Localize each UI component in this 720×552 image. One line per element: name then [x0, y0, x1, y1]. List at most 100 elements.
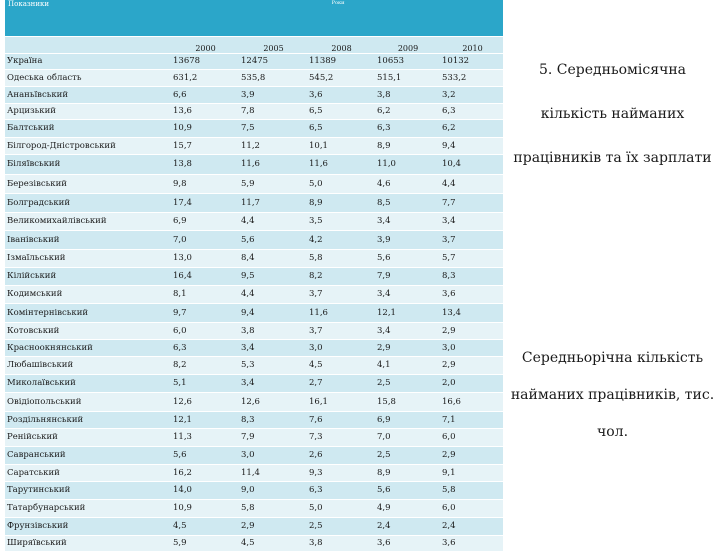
region-name: Комінтернівський — [5, 303, 170, 323]
year-header: 2009 — [374, 36, 439, 54]
statistics-table: Показники Роки 2000 2005 2008 2009 2010 Україна… — [5, 0, 504, 552]
year-value: 2,6 — [306, 446, 374, 465]
year-value: 12475 — [238, 53, 306, 70]
year-value: 11,3 — [170, 428, 238, 447]
table-header-row: Показники Роки — [5, 0, 504, 37]
header-indicator: Показники — [5, 0, 170, 37]
year-value: 6,2 — [374, 103, 439, 120]
year-value: 12,1 — [170, 411, 238, 429]
region-name: Миколаївський — [5, 374, 170, 393]
year-header: 2000 — [170, 36, 238, 54]
table-row: Савранський 5,6 3,0 2,6 2,5 2,9 — [5, 446, 504, 465]
year-value: 13678 — [170, 53, 238, 70]
year-value: 15,7 — [170, 137, 238, 155]
region-name: Арцизький — [5, 103, 170, 120]
year-value: 6,3 — [439, 103, 504, 120]
year-value: 6,3 — [306, 481, 374, 500]
year-value: 8,3 — [439, 267, 504, 286]
year-value: 9,4 — [238, 303, 306, 323]
year-value: 10653 — [374, 53, 439, 70]
year-value: 8,9 — [306, 193, 374, 213]
region-name: Котовський — [5, 322, 170, 340]
year-value: 8,5 — [374, 193, 439, 213]
region-name: Кілійський — [5, 267, 170, 286]
table-row: Фрунзівський 4,5 2,9 2,5 2,4 2,4 — [5, 517, 504, 536]
year-value: 9,8 — [170, 174, 238, 194]
year-value: 5,3 — [238, 356, 306, 375]
table-row: Татарбунарський 10,9 5,8 5,0 4,9 6,0 — [5, 499, 504, 518]
year-value: 10,4 — [439, 154, 504, 175]
year-value: 12,6 — [238, 392, 306, 412]
year-value: 3,4 — [238, 374, 306, 393]
table-row: Котовський 6,0 3,8 3,7 3,4 2,9 — [5, 322, 504, 340]
year-value: 3,6 — [374, 535, 439, 552]
region-name: Березівський — [5, 174, 170, 194]
year-value: 2,5 — [374, 446, 439, 465]
year-value: 5,6 — [170, 446, 238, 465]
year-value: 8,9 — [374, 137, 439, 155]
year-value: 535,8 — [238, 69, 306, 87]
year-value: 3,6 — [439, 285, 504, 304]
year-value: 6,9 — [170, 212, 238, 231]
year-value: 6,6 — [170, 86, 238, 104]
year-value: 3,9 — [238, 86, 306, 104]
year-value: 3,4 — [374, 212, 439, 231]
year-value: 11,0 — [374, 154, 439, 175]
year-value: 3,4 — [374, 322, 439, 340]
year-value: 3,5 — [306, 212, 374, 231]
year-value: 3,6 — [439, 535, 504, 552]
table-row: Любашівський 8,2 5,3 4,5 4,1 2,9 — [5, 356, 504, 375]
year-value: 11,6 — [306, 303, 374, 323]
year-value: 7,9 — [238, 428, 306, 447]
region-name: Одеська область — [5, 69, 170, 87]
slide-subtitle: Середньорічна кількість найманих працівн… — [510, 350, 715, 440]
region-name: Балтський — [5, 119, 170, 138]
year-value: 3,6 — [306, 86, 374, 104]
year-value: 7,7 — [439, 193, 504, 213]
year-value: 5,1 — [170, 374, 238, 393]
year-header: 2005 — [238, 36, 306, 54]
year-value: 13,6 — [170, 103, 238, 120]
region-name: Савранський — [5, 446, 170, 465]
region-name: Іванівський — [5, 230, 170, 250]
year-value: 3,2 — [439, 86, 504, 104]
year-value: 6,3 — [374, 119, 439, 138]
region-name: Красноокнянський — [5, 339, 170, 357]
year-value: 5,6 — [374, 249, 439, 268]
table-row: Балтський 10,9 7,5 6,5 6,3 6,2 — [5, 119, 504, 138]
year-value: 8,1 — [170, 285, 238, 304]
year-value: 515,1 — [374, 69, 439, 87]
year-value: 2,4 — [439, 517, 504, 536]
year-value: 9,7 — [170, 303, 238, 323]
year-value: 9,5 — [238, 267, 306, 286]
year-value: 4,5 — [170, 517, 238, 536]
year-value: 11,2 — [238, 137, 306, 155]
table-row: Ренійський 11,3 7,9 7,3 7,0 6,0 — [5, 428, 504, 447]
table-row: Ширяївський 5,9 4,5 3,8 3,6 3,6 — [5, 535, 504, 552]
year-value: 8,4 — [238, 249, 306, 268]
year-value: 5,0 — [306, 499, 374, 518]
year-value: 3,7 — [439, 230, 504, 250]
year-value: 6,5 — [306, 103, 374, 120]
year-value: 7,8 — [238, 103, 306, 120]
year-value: 10,1 — [306, 137, 374, 155]
year-value: 3,0 — [306, 339, 374, 357]
year-value: 2,9 — [439, 322, 504, 340]
year-value: 13,0 — [170, 249, 238, 268]
year-value: 11,6 — [306, 154, 374, 175]
year-value: 6,0 — [439, 428, 504, 447]
region-name: Ананьївський — [5, 86, 170, 104]
year-value: 5,7 — [439, 249, 504, 268]
year-value: 2,9 — [238, 517, 306, 536]
region-name: Саратський — [5, 464, 170, 482]
region-name: Любашівський — [5, 356, 170, 375]
table-row: Ананьївський 6,6 3,9 3,6 3,8 3,2 — [5, 86, 504, 104]
region-name: Ренійський — [5, 428, 170, 447]
year-value: 6,5 — [306, 119, 374, 138]
year-value: 3,8 — [306, 535, 374, 552]
year-value: 10132 — [439, 53, 504, 70]
year-value: 12,1 — [374, 303, 439, 323]
year-value: 7,3 — [306, 428, 374, 447]
year-value: 10,9 — [170, 499, 238, 518]
table-row: Кодимський 8,1 4,4 3,7 3,4 3,6 — [5, 285, 504, 304]
